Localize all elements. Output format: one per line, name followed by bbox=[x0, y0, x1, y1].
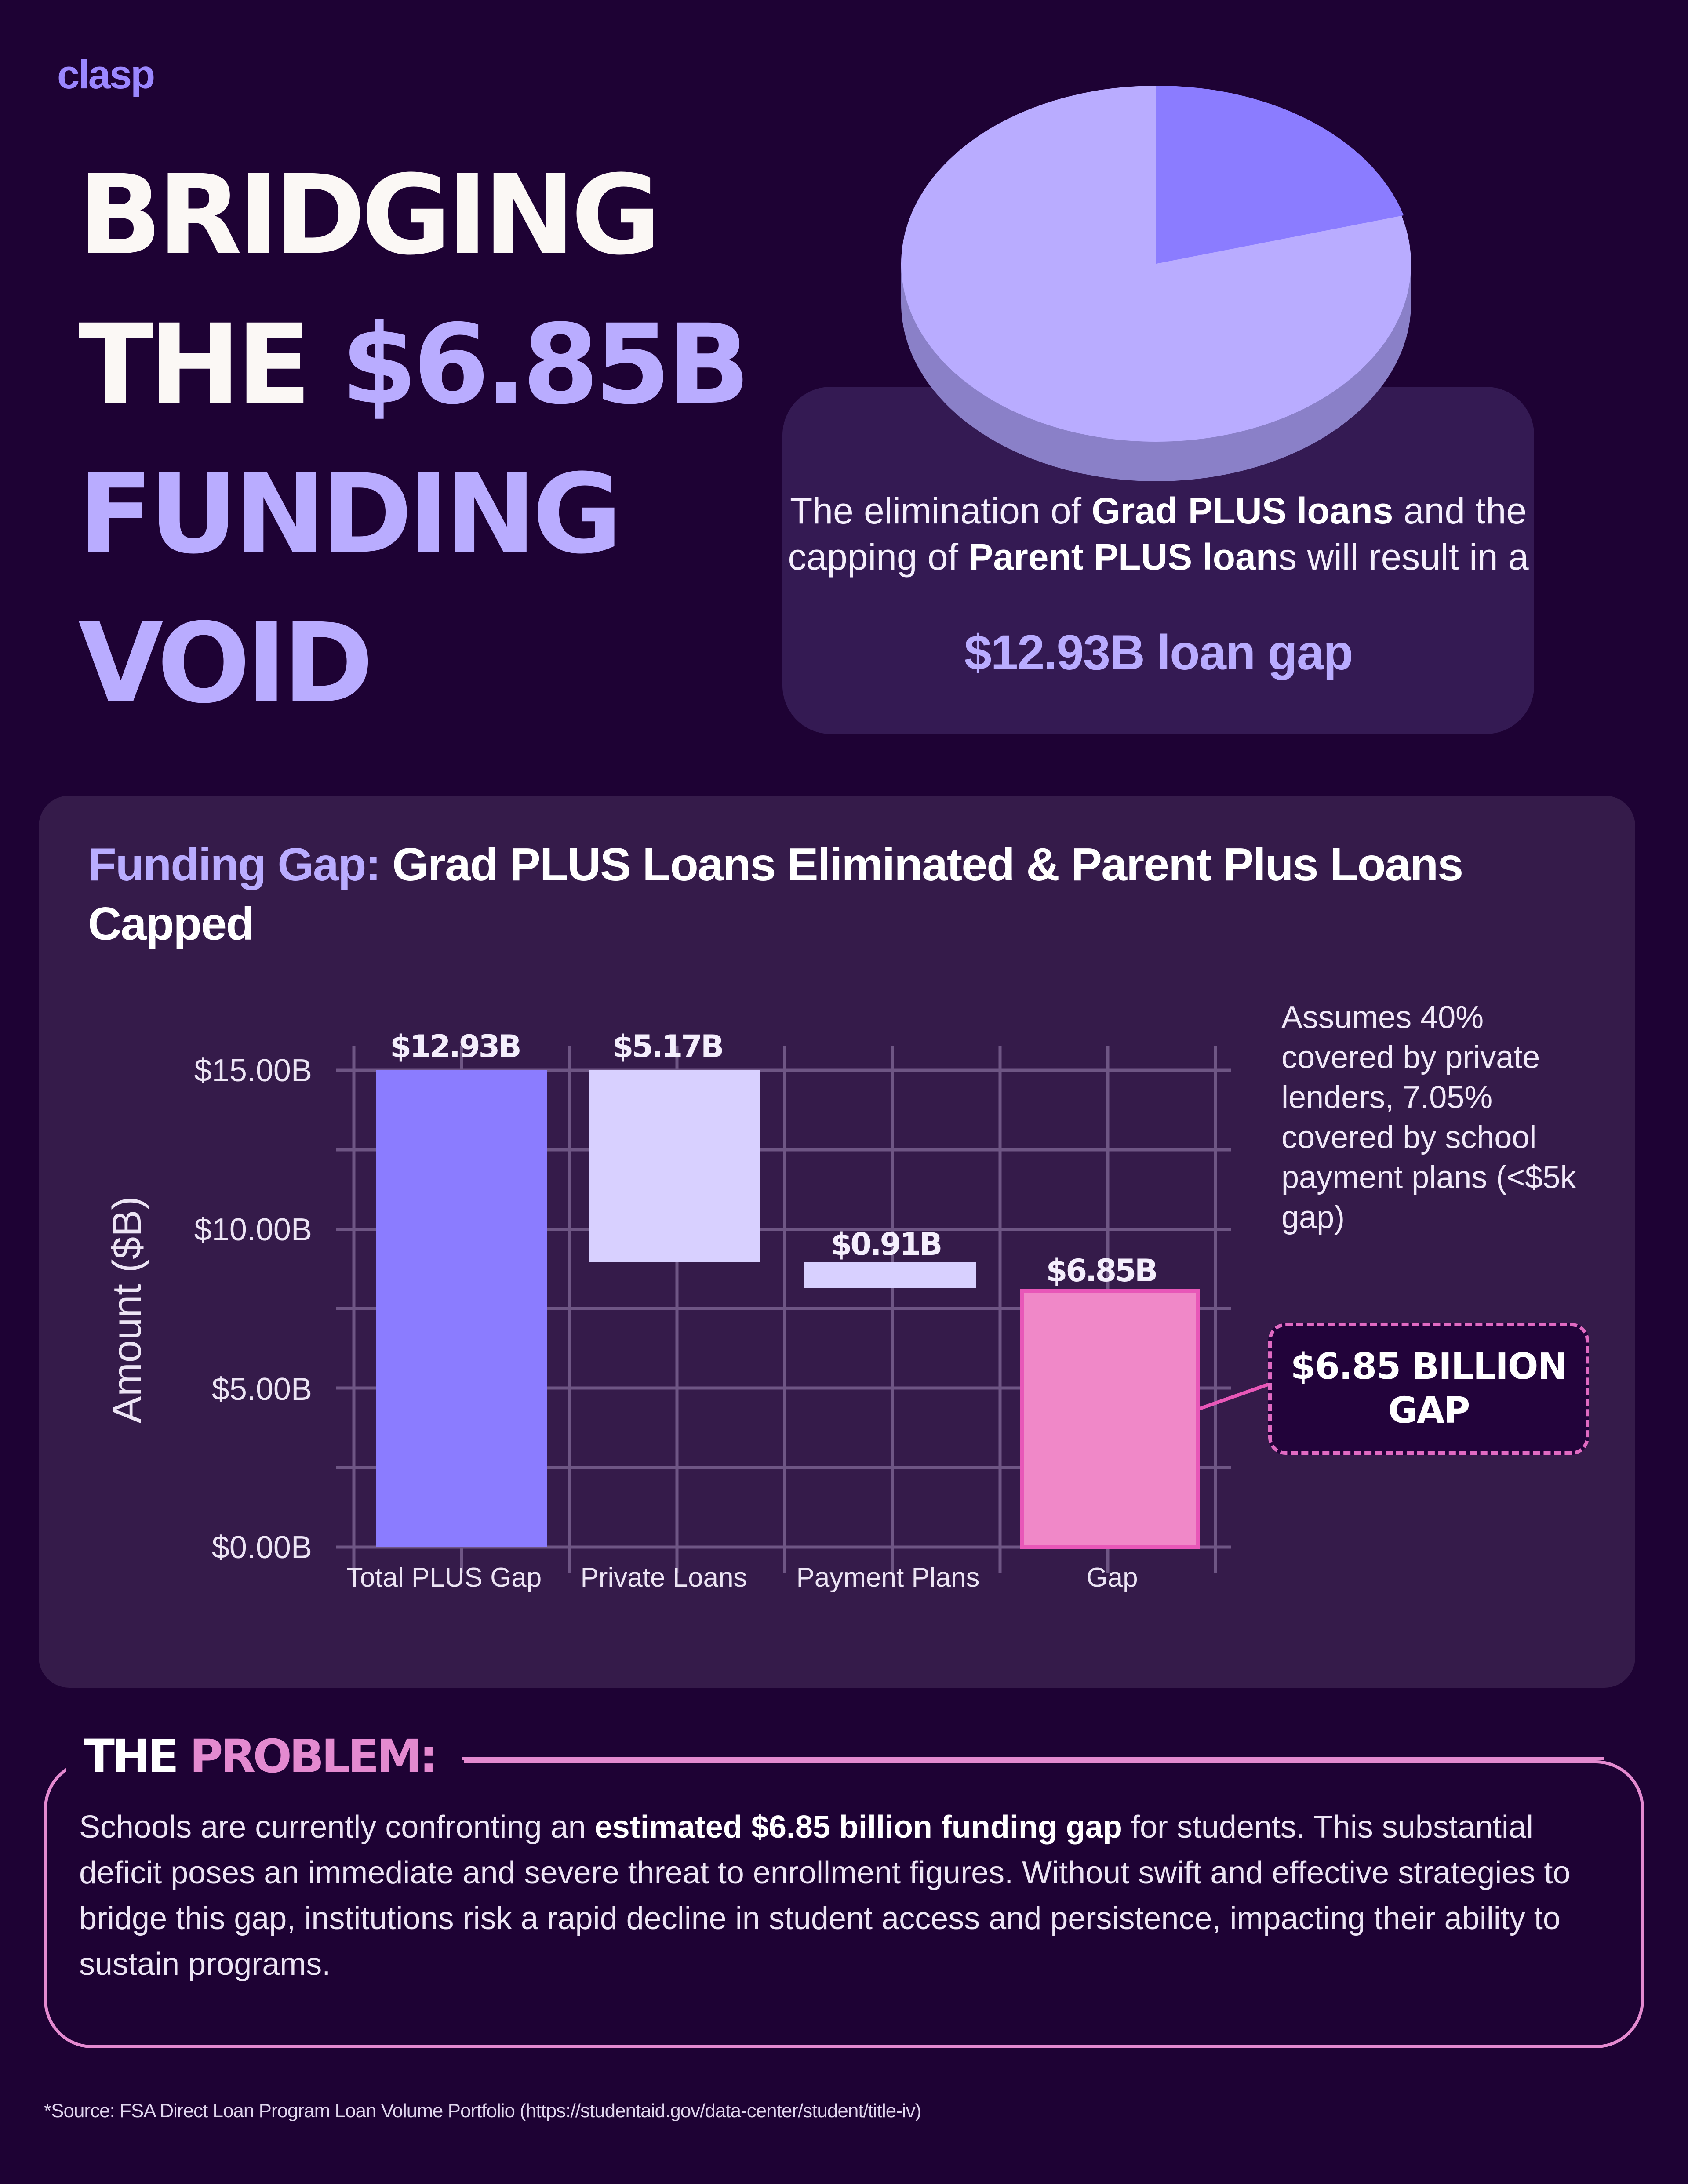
bar-total-plus-gap bbox=[376, 1070, 547, 1547]
headline-amount: $6.85B bbox=[341, 301, 750, 429]
label-total: $12.93B bbox=[390, 1028, 520, 1065]
clasp-logo: clasp bbox=[57, 52, 155, 97]
label-gap: $6.85B bbox=[1046, 1253, 1157, 1289]
problem-divider bbox=[462, 1757, 1604, 1760]
svg-text:$15.00B: $15.00B bbox=[194, 1053, 312, 1088]
y-axis-label: Amount ($B) bbox=[105, 1196, 149, 1423]
svg-text:Payment Plans: Payment Plans bbox=[797, 1563, 980, 1593]
problem-title-mask bbox=[66, 1741, 464, 1784]
problem-title: THE PROBLEM: bbox=[84, 1730, 438, 1783]
headline-the: THE bbox=[78, 301, 341, 429]
headline-line-1: BRIDGING bbox=[78, 151, 661, 279]
bar-gap bbox=[1020, 1289, 1200, 1549]
pie-slice-gap bbox=[1156, 85, 1404, 264]
svg-text:$5.00B: $5.00B bbox=[212, 1372, 312, 1407]
chart-title: Funding Gap: Grad PLUS Loans Eliminated … bbox=[88, 839, 1463, 950]
assumption-note: Assumes 40% covered by private lenders, … bbox=[1281, 1000, 1576, 1235]
bar-payment-plans bbox=[804, 1262, 976, 1288]
chart-panel bbox=[39, 796, 1635, 1688]
headline-line-4: VOID bbox=[78, 600, 374, 727]
svg-text:Private Loans: Private Loans bbox=[580, 1563, 747, 1593]
svg-text:$0.00B: $0.00B bbox=[212, 1530, 312, 1565]
problem-box bbox=[44, 1760, 1644, 2048]
gap-callout: $6.85 BILLION GAP bbox=[1268, 1323, 1589, 1455]
problem-text: Schools are currently confronting an est… bbox=[79, 1810, 1571, 1982]
headline-line-3: FUNDING bbox=[78, 450, 622, 578]
info-card-text: The elimination of Grad PLUS loans and t… bbox=[788, 490, 1529, 578]
headline-line-2: THE $6.85B bbox=[78, 310, 750, 420]
source-footnote: *Source: FSA Direct Loan Program Loan Vo… bbox=[44, 2100, 921, 2122]
svg-text:$10.00B: $10.00B bbox=[194, 1212, 312, 1247]
svg-text:Total PLUS Gap: Total PLUS Gap bbox=[346, 1563, 542, 1593]
label-payment: $0.91B bbox=[831, 1226, 941, 1262]
svg-text:Gap: Gap bbox=[1086, 1563, 1138, 1593]
bar-private-loans bbox=[589, 1070, 760, 1262]
info-card-total: $12.93B loan gap bbox=[964, 625, 1353, 680]
label-private: $5.17B bbox=[612, 1028, 723, 1065]
pie-chart bbox=[901, 85, 1411, 481]
